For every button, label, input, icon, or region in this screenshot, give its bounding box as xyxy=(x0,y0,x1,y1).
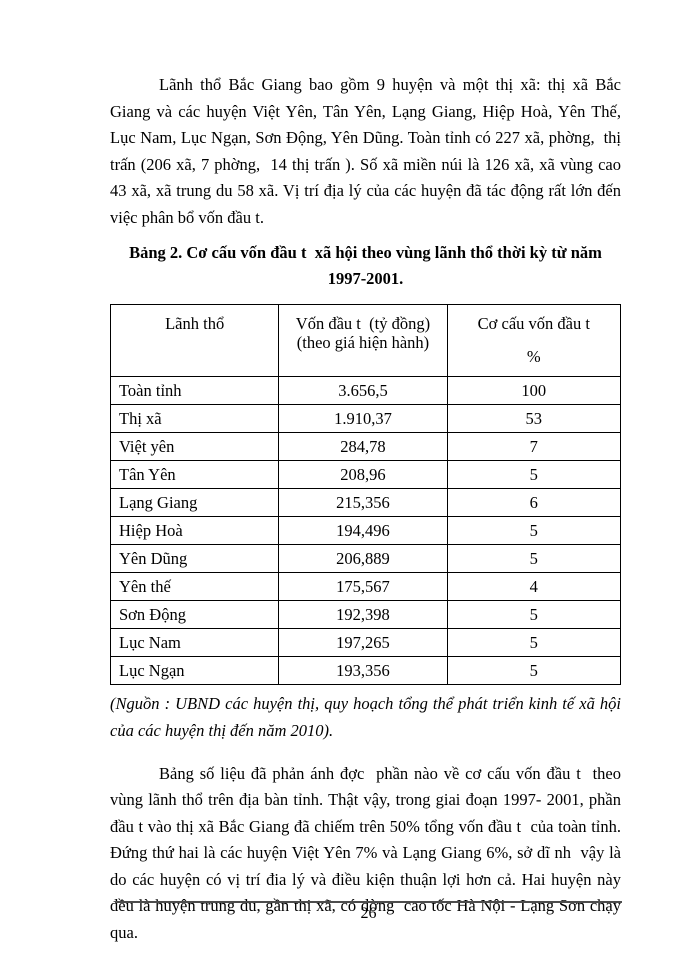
capital-cell: 192,398 xyxy=(278,600,448,629)
investment-table: Lãnh thổ Vốn đầu t (tỷ đồng) (theo giá h… xyxy=(109,304,622,685)
share-cell: 5 xyxy=(446,656,622,685)
table-caption-line2: 1997-2001. xyxy=(327,269,404,288)
region-cell: Lục Ngạn xyxy=(109,656,280,685)
table-row: Sơn Động 192,398 5 xyxy=(109,600,622,629)
table-header-row: Lãnh thổ Vốn đầu t (tỷ đồng) (theo giá h… xyxy=(109,304,622,377)
table-row: Yên thế 175,567 4 xyxy=(109,572,622,601)
region-cell: Việt yên xyxy=(109,432,280,461)
table-caption-line1: Bảng 2. Cơ cấu vốn đầu t xã hội theo vùn… xyxy=(129,243,602,262)
analysis-paragraph: Bảng số liệu đã phản ánh đợc phần nào về… xyxy=(110,763,621,942)
region-cell: Toàn tỉnh xyxy=(109,376,280,405)
table-row: Lục Ngạn 193,356 5 xyxy=(109,656,622,685)
header-share: Cơ cấu vốn đầu t % xyxy=(446,304,622,377)
region-cell: Lạng Giang xyxy=(109,488,280,517)
capital-cell: 194,496 xyxy=(278,516,448,545)
page-footer: 26 xyxy=(115,901,622,923)
capital-cell: 175,567 xyxy=(278,572,448,601)
capital-cell: 197,265 xyxy=(278,628,448,657)
share-cell: 53 xyxy=(446,404,622,433)
region-cell: Yên thế xyxy=(109,572,280,601)
header-capital-line1: Vốn đầu t (tỷ đồng) xyxy=(295,314,431,333)
table-row: Thị xã 1.910,37 53 xyxy=(109,404,622,433)
capital-cell: 3.656,5 xyxy=(278,376,448,405)
share-cell: 4 xyxy=(446,572,622,601)
table-row: Toàn tỉnh 3.656,5 100 xyxy=(109,376,622,405)
region-cell: Hiệp Hoà xyxy=(109,516,280,545)
header-share-line2: % xyxy=(526,347,541,366)
share-cell: 5 xyxy=(446,460,622,489)
page-content: Lãnh thổ Bắc Giang bao gồm 9 huyện và mộ… xyxy=(109,72,622,946)
table-row: Yên Dũng 206,889 5 xyxy=(109,544,622,573)
table-row: Lục Nam 197,265 5 xyxy=(109,628,622,657)
share-cell: 5 xyxy=(446,516,622,545)
capital-cell: 1.910,37 xyxy=(278,404,448,433)
source-note: (Nguồn : UBND các huyện thị, quy hoạch t… xyxy=(110,694,621,740)
capital-cell: 284,78 xyxy=(278,432,448,461)
header-region: Lãnh thổ xyxy=(109,304,280,377)
table-caption: Bảng 2. Cơ cấu vốn đầu t xã hội theo vùn… xyxy=(110,240,621,292)
header-region-label: Lãnh thổ xyxy=(165,314,225,333)
region-cell: Tân Yên xyxy=(109,460,280,489)
table-row: Hiệp Hoà 194,496 5 xyxy=(109,516,622,545)
share-cell: 5 xyxy=(446,544,622,573)
region-cell: Thị xã xyxy=(109,404,280,433)
capital-cell: 193,356 xyxy=(278,656,448,685)
page-number: 26 xyxy=(360,905,377,922)
capital-cell: 206,889 xyxy=(278,544,448,573)
table-row: Lạng Giang 215,356 6 xyxy=(109,488,622,517)
share-cell: 5 xyxy=(446,628,622,657)
header-capital: Vốn đầu t (tỷ đồng) (theo giá hiện hành) xyxy=(278,304,448,377)
intro-paragraph: Lãnh thổ Bắc Giang bao gồm 9 huyện và mộ… xyxy=(110,75,621,227)
table-row: Tân Yên 208,96 5 xyxy=(109,460,622,489)
share-cell: 100 xyxy=(446,376,622,405)
share-cell: 5 xyxy=(446,600,622,629)
capital-cell: 215,356 xyxy=(278,488,448,517)
share-cell: 7 xyxy=(446,432,622,461)
region-cell: Yên Dũng xyxy=(109,544,280,573)
header-share-line1: Cơ cấu vốn đầu t xyxy=(477,314,590,333)
header-capital-line2: (theo giá hiện hành) xyxy=(296,333,430,352)
region-cell: Lục Nam xyxy=(109,628,280,657)
table-row: Việt yên 284,78 7 xyxy=(109,432,622,461)
region-cell: Sơn Động xyxy=(109,600,280,629)
capital-cell: 208,96 xyxy=(278,460,448,489)
share-cell: 6 xyxy=(446,488,622,517)
